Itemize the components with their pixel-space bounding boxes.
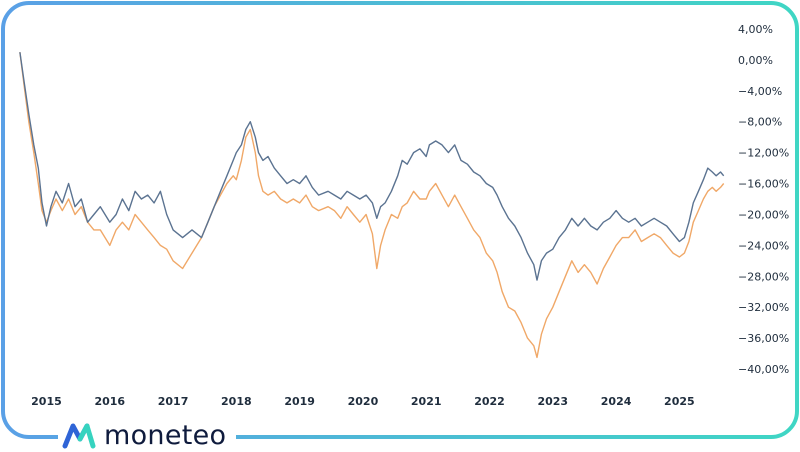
series-layer [19,52,725,359]
y-tick-label: −36,00% [738,332,789,345]
y-tick-label: −8,00% [738,116,782,129]
y-tick-label: −32,00% [738,301,789,314]
x-tick-label: 2019 [284,395,315,408]
series-line-orange [19,52,725,359]
card-border [1,1,799,439]
x-tick-label: 2022 [474,395,505,408]
y-tick-label: 4,00% [738,23,773,36]
y-tick-label: −40,00% [738,363,789,376]
brand-watermark: moneteo [58,418,237,452]
y-axis: 4,00% 0,00% −4,00% −8,00% −12,00% −16,00% −20,… [738,23,789,376]
x-tick-label: 2017 [158,395,189,408]
x-tick-label: 2024 [601,395,632,408]
y-tick-label: −12,00% [738,147,789,160]
x-axis: 2015 2016 2017 2018 2019 2020 2021 2022 2023 2024… [31,395,695,408]
x-tick-label: 2018 [221,395,252,408]
y-tick-label: −20,00% [738,208,789,221]
x-tick-label: 2023 [537,395,568,408]
x-tick-label: 2016 [94,395,125,408]
y-tick-label: −24,00% [738,239,789,252]
brand-name: moneteo [104,419,227,451]
y-tick-label: 0,00% [738,54,773,67]
x-tick-label: 2015 [31,395,62,408]
y-tick-label: −28,00% [738,270,789,283]
y-tick-label: −16,00% [738,178,789,191]
moneteo-logo-icon [62,423,96,449]
series-line-blue [19,52,725,281]
x-tick-label: 2025 [664,395,695,408]
x-tick-label: 2020 [348,395,379,408]
x-tick-label: 2021 [411,395,442,408]
y-tick-label: −4,00% [738,85,782,98]
